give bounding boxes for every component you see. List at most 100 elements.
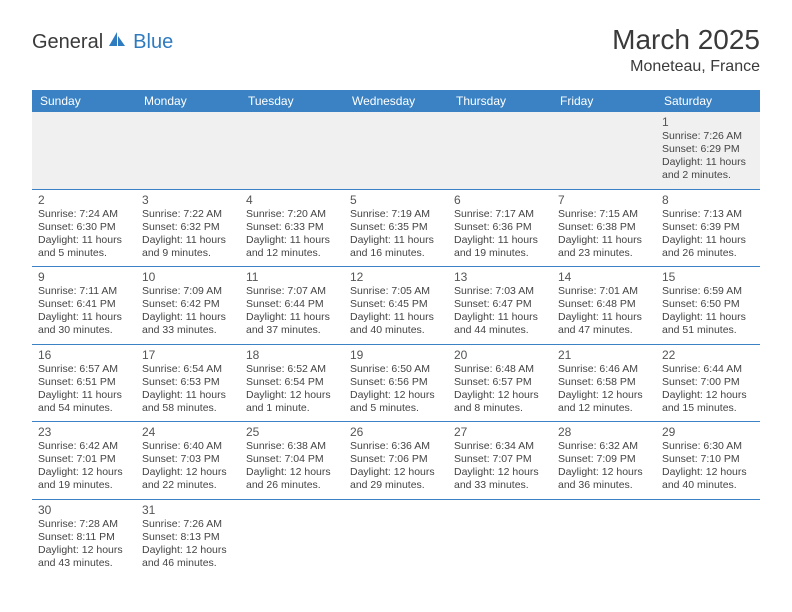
calendar-day-cell: 20Sunrise: 6:48 AMSunset: 6:57 PMDayligh… bbox=[448, 344, 552, 422]
weekday-header: Thursday bbox=[448, 90, 552, 112]
calendar-day-cell: 15Sunrise: 6:59 AMSunset: 6:50 PMDayligh… bbox=[656, 267, 760, 345]
day-number: 8 bbox=[662, 193, 754, 207]
calendar-day-cell: 4Sunrise: 7:20 AMSunset: 6:33 PMDaylight… bbox=[240, 189, 344, 267]
calendar-day-cell bbox=[552, 499, 656, 576]
day-details: Sunrise: 6:59 AMSunset: 6:50 PMDaylight:… bbox=[662, 285, 754, 338]
calendar-day-cell: 6Sunrise: 7:17 AMSunset: 6:36 PMDaylight… bbox=[448, 189, 552, 267]
calendar-day-cell bbox=[32, 112, 136, 189]
day-details: Sunrise: 7:15 AMSunset: 6:38 PMDaylight:… bbox=[558, 208, 650, 261]
day-number: 22 bbox=[662, 348, 754, 362]
weekday-header: Tuesday bbox=[240, 90, 344, 112]
logo-sail-icon bbox=[107, 30, 129, 54]
location: Moneteau, France bbox=[612, 58, 760, 76]
calendar-day-cell: 26Sunrise: 6:36 AMSunset: 7:06 PMDayligh… bbox=[344, 422, 448, 500]
calendar-day-cell bbox=[240, 112, 344, 189]
day-number: 2 bbox=[38, 193, 130, 207]
day-details: Sunrise: 7:28 AMSunset: 8:11 PMDaylight:… bbox=[38, 518, 130, 571]
calendar-day-cell: 27Sunrise: 6:34 AMSunset: 7:07 PMDayligh… bbox=[448, 422, 552, 500]
day-number: 1 bbox=[662, 115, 754, 129]
calendar-day-cell: 8Sunrise: 7:13 AMSunset: 6:39 PMDaylight… bbox=[656, 189, 760, 267]
day-details: Sunrise: 7:13 AMSunset: 6:39 PMDaylight:… bbox=[662, 208, 754, 261]
day-details: Sunrise: 7:07 AMSunset: 6:44 PMDaylight:… bbox=[246, 285, 338, 338]
calendar-day-cell: 13Sunrise: 7:03 AMSunset: 6:47 PMDayligh… bbox=[448, 267, 552, 345]
weekday-header: Sunday bbox=[32, 90, 136, 112]
day-details: Sunrise: 6:46 AMSunset: 6:58 PMDaylight:… bbox=[558, 363, 650, 416]
calendar-day-cell: 9Sunrise: 7:11 AMSunset: 6:41 PMDaylight… bbox=[32, 267, 136, 345]
day-number: 19 bbox=[350, 348, 442, 362]
calendar-day-cell: 12Sunrise: 7:05 AMSunset: 6:45 PMDayligh… bbox=[344, 267, 448, 345]
day-details: Sunrise: 7:20 AMSunset: 6:33 PMDaylight:… bbox=[246, 208, 338, 261]
calendar-day-cell bbox=[552, 112, 656, 189]
day-details: Sunrise: 7:26 AMSunset: 8:13 PMDaylight:… bbox=[142, 518, 234, 571]
day-number: 16 bbox=[38, 348, 130, 362]
calendar-day-cell: 22Sunrise: 6:44 AMSunset: 7:00 PMDayligh… bbox=[656, 344, 760, 422]
header: General Blue March 2025 Moneteau, France bbox=[32, 24, 760, 76]
calendar-day-cell bbox=[136, 112, 240, 189]
day-details: Sunrise: 7:24 AMSunset: 6:30 PMDaylight:… bbox=[38, 208, 130, 261]
day-number: 7 bbox=[558, 193, 650, 207]
calendar-day-cell: 24Sunrise: 6:40 AMSunset: 7:03 PMDayligh… bbox=[136, 422, 240, 500]
day-number: 13 bbox=[454, 270, 546, 284]
logo: General Blue bbox=[32, 24, 173, 54]
day-details: Sunrise: 6:48 AMSunset: 6:57 PMDaylight:… bbox=[454, 363, 546, 416]
calendar-day-cell bbox=[448, 112, 552, 189]
day-details: Sunrise: 6:52 AMSunset: 6:54 PMDaylight:… bbox=[246, 363, 338, 416]
calendar-day-cell: 23Sunrise: 6:42 AMSunset: 7:01 PMDayligh… bbox=[32, 422, 136, 500]
calendar-day-cell: 14Sunrise: 7:01 AMSunset: 6:48 PMDayligh… bbox=[552, 267, 656, 345]
calendar-body: 1Sunrise: 7:26 AMSunset: 6:29 PMDaylight… bbox=[32, 112, 760, 576]
calendar-day-cell bbox=[448, 499, 552, 576]
day-number: 4 bbox=[246, 193, 338, 207]
day-details: Sunrise: 6:36 AMSunset: 7:06 PMDaylight:… bbox=[350, 440, 442, 493]
day-number: 10 bbox=[142, 270, 234, 284]
day-number: 6 bbox=[454, 193, 546, 207]
calendar-day-cell: 1Sunrise: 7:26 AMSunset: 6:29 PMDaylight… bbox=[656, 112, 760, 189]
calendar-day-cell: 19Sunrise: 6:50 AMSunset: 6:56 PMDayligh… bbox=[344, 344, 448, 422]
day-number: 18 bbox=[246, 348, 338, 362]
day-details: Sunrise: 7:03 AMSunset: 6:47 PMDaylight:… bbox=[454, 285, 546, 338]
calendar-day-cell bbox=[240, 499, 344, 576]
day-details: Sunrise: 6:50 AMSunset: 6:56 PMDaylight:… bbox=[350, 363, 442, 416]
month-title: March 2025 bbox=[612, 24, 760, 56]
calendar-week-row: 16Sunrise: 6:57 AMSunset: 6:51 PMDayligh… bbox=[32, 344, 760, 422]
weekday-header-row: Sunday Monday Tuesday Wednesday Thursday… bbox=[32, 90, 760, 112]
calendar-day-cell: 31Sunrise: 7:26 AMSunset: 8:13 PMDayligh… bbox=[136, 499, 240, 576]
calendar-week-row: 30Sunrise: 7:28 AMSunset: 8:11 PMDayligh… bbox=[32, 499, 760, 576]
day-number: 31 bbox=[142, 503, 234, 517]
day-details: Sunrise: 7:17 AMSunset: 6:36 PMDaylight:… bbox=[454, 208, 546, 261]
calendar-day-cell: 16Sunrise: 6:57 AMSunset: 6:51 PMDayligh… bbox=[32, 344, 136, 422]
day-number: 17 bbox=[142, 348, 234, 362]
logo-text-1: General bbox=[32, 31, 103, 54]
calendar-day-cell: 5Sunrise: 7:19 AMSunset: 6:35 PMDaylight… bbox=[344, 189, 448, 267]
calendar-day-cell: 10Sunrise: 7:09 AMSunset: 6:42 PMDayligh… bbox=[136, 267, 240, 345]
calendar-day-cell: 2Sunrise: 7:24 AMSunset: 6:30 PMDaylight… bbox=[32, 189, 136, 267]
day-details: Sunrise: 6:34 AMSunset: 7:07 PMDaylight:… bbox=[454, 440, 546, 493]
calendar-day-cell bbox=[656, 499, 760, 576]
day-number: 11 bbox=[246, 270, 338, 284]
weekday-header: Wednesday bbox=[344, 90, 448, 112]
day-number: 9 bbox=[38, 270, 130, 284]
day-number: 28 bbox=[558, 425, 650, 439]
day-number: 14 bbox=[558, 270, 650, 284]
calendar-day-cell bbox=[344, 499, 448, 576]
day-details: Sunrise: 6:57 AMSunset: 6:51 PMDaylight:… bbox=[38, 363, 130, 416]
calendar-week-row: 1Sunrise: 7:26 AMSunset: 6:29 PMDaylight… bbox=[32, 112, 760, 189]
day-number: 23 bbox=[38, 425, 130, 439]
day-number: 26 bbox=[350, 425, 442, 439]
day-details: Sunrise: 7:01 AMSunset: 6:48 PMDaylight:… bbox=[558, 285, 650, 338]
day-details: Sunrise: 7:05 AMSunset: 6:45 PMDaylight:… bbox=[350, 285, 442, 338]
calendar-day-cell bbox=[344, 112, 448, 189]
calendar-day-cell: 18Sunrise: 6:52 AMSunset: 6:54 PMDayligh… bbox=[240, 344, 344, 422]
calendar-day-cell: 29Sunrise: 6:30 AMSunset: 7:10 PMDayligh… bbox=[656, 422, 760, 500]
day-details: Sunrise: 6:38 AMSunset: 7:04 PMDaylight:… bbox=[246, 440, 338, 493]
day-number: 27 bbox=[454, 425, 546, 439]
day-details: Sunrise: 6:40 AMSunset: 7:03 PMDaylight:… bbox=[142, 440, 234, 493]
weekday-header: Saturday bbox=[656, 90, 760, 112]
day-number: 29 bbox=[662, 425, 754, 439]
weekday-header: Monday bbox=[136, 90, 240, 112]
day-number: 30 bbox=[38, 503, 130, 517]
day-details: Sunrise: 6:32 AMSunset: 7:09 PMDaylight:… bbox=[558, 440, 650, 493]
day-details: Sunrise: 7:22 AMSunset: 6:32 PMDaylight:… bbox=[142, 208, 234, 261]
calendar-week-row: 23Sunrise: 6:42 AMSunset: 7:01 PMDayligh… bbox=[32, 422, 760, 500]
day-number: 3 bbox=[142, 193, 234, 207]
calendar-week-row: 2Sunrise: 7:24 AMSunset: 6:30 PMDaylight… bbox=[32, 189, 760, 267]
